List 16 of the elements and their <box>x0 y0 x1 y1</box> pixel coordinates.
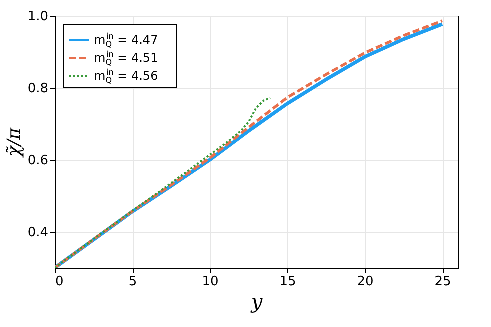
y-tick-label: 0.8 <box>28 82 48 96</box>
line-series <box>55 97 272 268</box>
y-tick-label: 1.0 <box>28 10 48 24</box>
x-tick-label: 5 <box>128 274 138 290</box>
y-tick-label: 0.4 <box>28 226 48 240</box>
y-axis-title: χ̃/π <box>4 126 25 159</box>
x-tick-label: 0 <box>56 274 64 290</box>
x-tick-label: 25 <box>434 274 452 290</box>
legend-label: m$_{Q}$$^{in}$ = 4.51 <box>94 50 158 67</box>
legend-label: m$_{Q}$$^{in}$ = 4.47 <box>94 32 158 49</box>
x-tick-label: 10 <box>202 274 219 290</box>
legend-label: m$_{Q}$$^{in}$ = 4.56 <box>94 68 158 85</box>
y-tick-label: 0.6 <box>28 154 48 168</box>
x-tick-label: 20 <box>357 274 374 290</box>
x-tick-label: 15 <box>280 274 296 290</box>
x-axis-title: y <box>250 290 264 314</box>
